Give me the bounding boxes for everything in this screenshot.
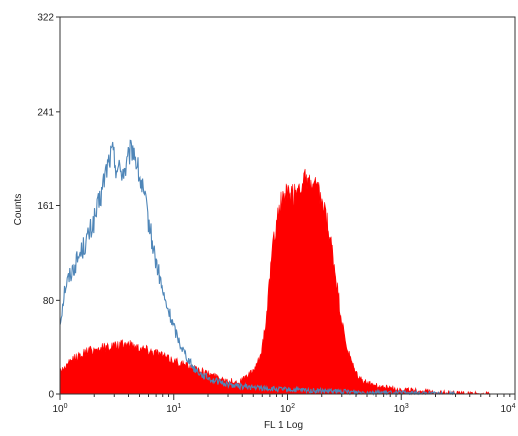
x-tick-label: 103 [394, 403, 409, 415]
x-tick-label: 104 [500, 403, 515, 415]
y-tick-label: 241 [37, 107, 54, 118]
y-tick-label: 80 [43, 296, 55, 307]
x-tick-label: 100 [52, 403, 67, 415]
y-axis-ticks: 0 80 161 241 322 [37, 13, 60, 401]
plot-series [59, 139, 490, 396]
series-filled-histogram [59, 168, 490, 395]
y-axis-title: Counts [13, 194, 24, 226]
x-axis-ticks: 100 101 102 103 104 [52, 394, 516, 415]
y-tick-label: 322 [37, 13, 54, 24]
y-tick-label: 0 [48, 390, 54, 401]
x-tick-label: 101 [166, 403, 181, 415]
series-outline-histogram [59, 139, 456, 396]
y-tick-label: 161 [37, 201, 54, 212]
x-tick-label: 102 [280, 403, 295, 415]
x-axis-title: FL 1 Log [264, 420, 303, 431]
